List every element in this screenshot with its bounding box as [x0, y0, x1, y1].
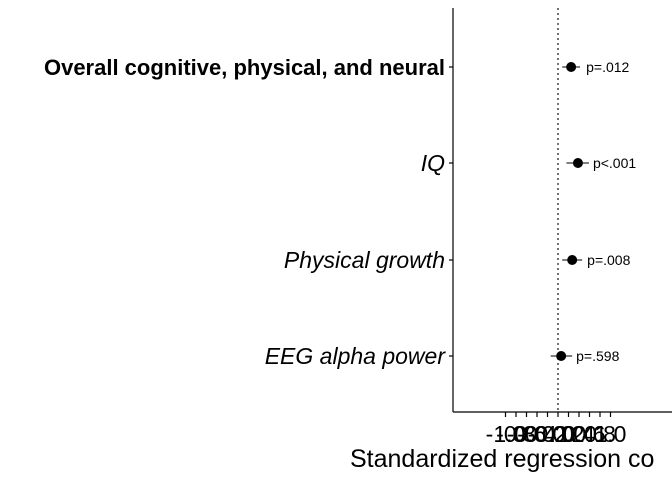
p-value-label: p=.598 [576, 348, 619, 364]
p-value-label: p=.008 [587, 252, 630, 268]
x-tick-label: -1.0 [486, 421, 526, 447]
x-tick-label: -0.4 [517, 421, 557, 447]
p-value-label: p=.012 [586, 59, 629, 75]
x-axis-title: Standardized regression co [350, 445, 654, 473]
point-estimate [566, 62, 577, 72]
x-tick-label: 0.0 [542, 421, 574, 447]
x-tick-label: -0.6 [507, 421, 547, 447]
point-estimate [567, 255, 578, 265]
x-tick-label: 0.8 [584, 421, 616, 447]
row-label: EEG alpha power [265, 343, 447, 369]
x-tick-label: 1.0 [595, 421, 627, 447]
x-tick-label: -0.2 [528, 421, 568, 447]
point-estimate [556, 351, 567, 361]
p-value-label: p<.001 [593, 155, 636, 171]
point-estimate [572, 158, 583, 168]
row-label: IQ [421, 150, 445, 176]
row-label: Overall cognitive, physical, and neural [44, 55, 445, 80]
x-tick-label: 0.2 [553, 421, 585, 447]
row-label: Physical growth [284, 247, 445, 273]
x-tick-label: 0.6 [574, 421, 606, 447]
x-tick-label: -0.8 [496, 421, 536, 447]
x-tick-label: 0.4 [563, 421, 595, 447]
